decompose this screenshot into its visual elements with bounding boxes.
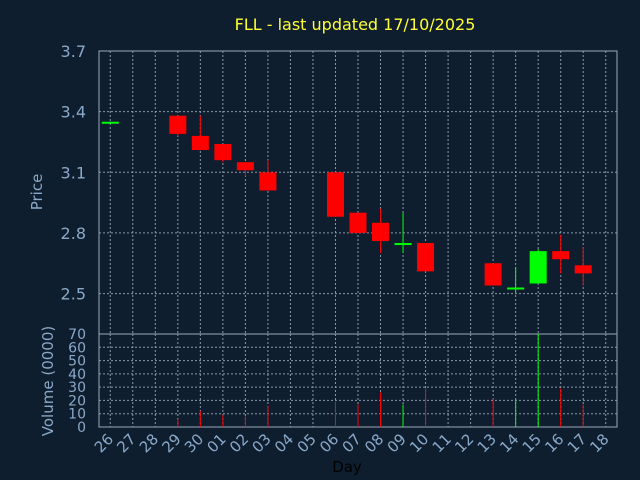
candle-body (372, 222, 390, 242)
candle-body (259, 172, 277, 191)
candle-body (349, 212, 367, 233)
candle-body (101, 121, 119, 124)
candle-body (394, 243, 412, 246)
volume-tick-label: 10 (68, 407, 86, 423)
candle-body (236, 162, 254, 171)
volume-axis-label: Volume (0000) (39, 326, 57, 436)
y-axis-label: Price (28, 174, 46, 211)
price-grid (99, 50, 617, 334)
price-tick-label: 3.4 (61, 103, 86, 122)
candle-body (417, 243, 435, 272)
volume-bars (177, 334, 584, 427)
volume-tick-label: 50 (68, 354, 86, 370)
price-tick-label: 3.7 (61, 42, 86, 61)
x-axis-label: Day (332, 458, 362, 476)
chart-title: FLL - last updated 17/10/2025 (235, 15, 476, 34)
candle-body (574, 265, 592, 274)
candle-body (191, 135, 209, 151)
volume-tick-label: 0 (77, 420, 86, 436)
volume-tick-label: 70 (68, 327, 86, 343)
candles (101, 115, 592, 292)
volume-tick-label: 20 (68, 393, 86, 409)
volume-tick-label: 40 (68, 367, 86, 383)
candle-body (214, 143, 232, 161)
x-tick-label: 18 (586, 430, 612, 456)
candle-body (326, 172, 344, 217)
price-tick-label: 2.8 (61, 224, 86, 243)
price-tick-labels: 2.5 2.8 3.1 3.4 3.7 (61, 42, 86, 304)
candle-body (169, 115, 187, 134)
volume-tick-label: 60 (68, 340, 86, 356)
x-tick-labels: 2627282930010203040506070809101112131415… (91, 430, 613, 456)
price-tick-label: 2.5 (61, 285, 86, 304)
candle-body (552, 251, 570, 260)
candle-body (529, 251, 547, 284)
volume-tick-label: 30 (68, 380, 86, 396)
price-tick-label: 3.1 (61, 163, 86, 182)
candle-body (507, 287, 525, 290)
candle-body (484, 263, 502, 286)
